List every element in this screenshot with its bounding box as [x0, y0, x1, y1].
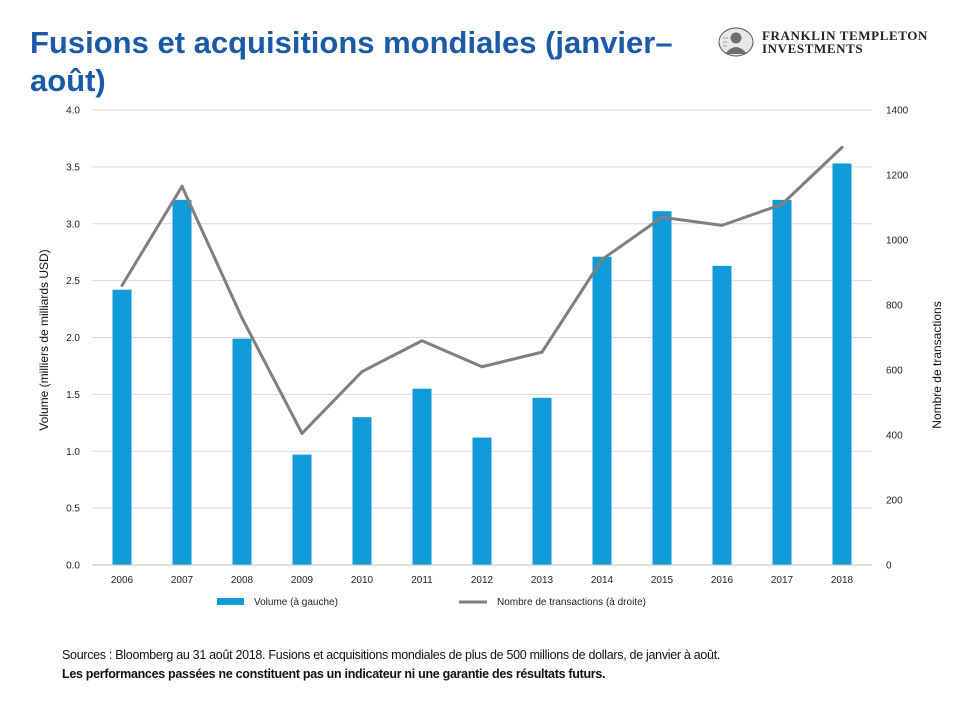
legend-line-label: Nombre de transactions (à droite) — [497, 597, 646, 608]
x-tick-label: 2010 — [351, 575, 374, 586]
brand-name-line1: FRANKLIN TEMPLETON — [762, 28, 928, 43]
right-tick-label: 200 — [886, 496, 903, 507]
transactions-line — [120, 145, 844, 435]
transactions-point — [780, 202, 784, 206]
source-note: Sources : Bloomberg au 31 août 2018. Fus… — [62, 648, 721, 662]
right-tick-label: 1200 — [886, 171, 909, 182]
volume-bar — [352, 417, 372, 565]
volume-bar — [232, 338, 252, 565]
x-tick-label: 2008 — [231, 575, 254, 586]
chart-title: Fusions et acquisitions mondiales (janvi… — [30, 25, 673, 98]
transactions-point — [600, 258, 604, 261]
footnote: Sources : Bloomberg au 31 août 2018. Fus… — [62, 646, 942, 684]
x-tick-label: 2007 — [171, 575, 194, 586]
left-tick-label: 0.5 — [66, 504, 80, 515]
left-axis-ticks: 0.0 0.5 1.0 1.5 2.0 2.5 3.0 3.5 4.0 — [66, 106, 80, 572]
transactions-point — [720, 223, 724, 227]
transactions-point — [840, 145, 844, 149]
x-axis-ticks: 2006 2007 2008 2009 2010 2011 2012 2013 2014 2015… — [111, 575, 854, 586]
volume-bar — [472, 437, 492, 565]
brand-logo: FRANKLIN TEMPLETON INVESTMENTS — [716, 26, 928, 58]
volume-bar — [772, 199, 792, 566]
legend-bar-label: Volume (à gauche) — [254, 597, 338, 608]
left-tick-label: 2.0 — [66, 333, 80, 344]
transactions-point — [480, 365, 484, 369]
right-tick-label: 1000 — [886, 236, 909, 247]
x-tick-label: 2014 — [591, 575, 614, 586]
x-tick-label: 2011 — [411, 575, 433, 586]
volume-bar — [172, 199, 192, 566]
right-tick-label: 400 — [886, 431, 903, 442]
right-tick-label: 0 — [886, 561, 892, 572]
volume-bar — [712, 265, 732, 565]
volume-bar — [832, 163, 852, 565]
left-tick-label: 1.0 — [66, 447, 80, 458]
transactions-point — [240, 316, 244, 320]
transactions-series-line — [120, 146, 844, 435]
volume-bar — [112, 289, 132, 565]
gridlines — [92, 109, 872, 509]
legend-bar-swatch — [217, 598, 244, 605]
legend: Volume (à gauche) Nombre de transactions… — [217, 597, 646, 608]
x-tick-label: 2013 — [531, 575, 554, 586]
left-tick-label: 3.5 — [66, 162, 80, 173]
x-tick-label: 2017 — [771, 575, 794, 586]
x-tick-label: 2018 — [831, 575, 854, 586]
transactions-point — [180, 184, 184, 188]
left-axis-title: Volume (milliers de milliards USD) — [37, 249, 51, 430]
transactions-point — [360, 370, 364, 374]
disclaimer: Les performances passées ne constituent … — [62, 667, 606, 681]
transactions-point — [540, 350, 544, 354]
right-tick-label: 1400 — [886, 106, 909, 117]
transactions-point — [660, 215, 664, 219]
transactions-point — [420, 339, 424, 343]
volume-bars — [112, 163, 852, 566]
x-tick-label: 2006 — [111, 575, 134, 586]
right-axis-ticks: 0 200 400 600 800 1000 1200 1400 — [886, 106, 909, 572]
x-tick-label: 2012 — [471, 575, 494, 586]
volume-bar — [292, 454, 312, 565]
left-tick-label: 0.0 — [66, 561, 80, 572]
x-tick-label: 2015 — [651, 575, 674, 586]
right-axis-title: Nombre de transactions — [930, 301, 944, 428]
right-tick-label: 600 — [886, 366, 903, 377]
x-tick-label: 2016 — [711, 575, 734, 586]
volume-bar — [592, 256, 612, 565]
left-tick-label: 1.5 — [66, 390, 80, 401]
volume-bar — [532, 397, 552, 565]
transactions-point — [120, 284, 124, 287]
left-tick-label: 3.0 — [66, 219, 80, 230]
brand-emblem-icon — [718, 27, 754, 57]
right-tick-label: 800 — [886, 301, 903, 312]
brand-name-line2: INVESTMENTS — [762, 41, 864, 56]
left-tick-label: 2.5 — [66, 276, 80, 287]
volume-bar — [412, 388, 432, 565]
transactions-point — [300, 431, 304, 435]
volume-bar — [652, 211, 672, 566]
left-tick-label: 4.0 — [66, 106, 80, 117]
x-tick-label: 2009 — [291, 575, 314, 586]
combo-chart: 0.0 0.5 1.0 1.5 2.0 2.5 3.0 3.5 4.0 0 200 400 600 80… — [37, 106, 944, 609]
